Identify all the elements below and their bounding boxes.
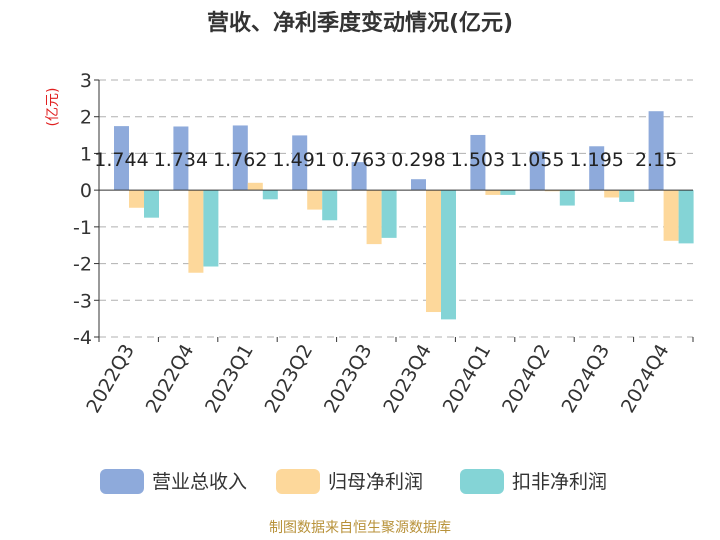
bar-net-profit-2023Q4 [426,190,441,313]
data-label-revenue: 1.734 [154,149,208,171]
bar-deducted-net-profit-2024Q1 [500,190,516,195]
bar-deducted-net-profit-2024Q2 [559,190,575,206]
legend-swatch [100,469,144,494]
chart-title: 营收、净利季度变动情况(亿元) [207,10,513,36]
bar-revenue-2024Q2 [529,151,545,191]
data-label-revenue: 1.195 [569,149,623,171]
bar-revenue-2022Q3 [114,126,129,191]
source-note: 制图数据来自恒生聚源数据库 [269,520,451,536]
data-label-revenue: 0.298 [391,149,445,171]
bar-revenue-2023Q4 [411,179,426,191]
y-tick-label: -1 [73,217,92,239]
bar-net-profit-2024Q3 [604,190,620,198]
y-tick-label: 2 [80,107,92,129]
legend-label: 扣非净利润 [512,471,607,493]
bar-deducted-net-profit-2023Q3 [381,190,397,238]
bar-net-profit-2024Q4 [663,190,679,241]
y-tick-label: 1 [80,143,92,165]
data-label-revenue: 1.491 [272,149,326,171]
x-tick-label: 2023Q4 [379,341,436,417]
y-axis-ticks: 3 2 1 0 -1 -2 -3 -4 [73,70,99,349]
bars [99,111,694,320]
legend-swatch [276,469,320,494]
x-tick-label: 2023Q3 [320,341,377,417]
data-label-revenue: 0.763 [332,149,386,171]
y-tick-label: -3 [73,290,92,312]
legend: 营业总收入 归母净利润 扣非净利润 [100,469,607,494]
data-label-revenue: 1.503 [451,149,505,171]
bar-revenue-2023Q1 [232,125,248,191]
x-tick-label: 2024Q3 [557,341,614,417]
bar-revenue-2024Q3 [589,146,605,191]
bar-revenue-2024Q1 [470,134,486,191]
bar-deducted-net-profit-2022Q3 [144,190,159,218]
legend-swatch [460,469,504,494]
bar-net-profit-2022Q4 [188,190,204,273]
bar-net-profit-2024Q2 [544,190,560,192]
y-tick-label: -4 [73,327,92,349]
y-tick-label: 3 [80,70,92,92]
bar-deducted-net-profit-2023Q2 [322,190,338,221]
bar-deducted-net-profit-2023Q4 [441,190,456,320]
bar-net-profit-2022Q3 [129,190,144,208]
bar-net-profit-2023Q2 [307,190,323,210]
bar-net-profit-2023Q3 [366,190,382,245]
x-tick-label: 2023Q2 [260,341,317,417]
legend-label: 营业总收入 [152,471,247,493]
x-tick-label: 2024Q4 [617,341,674,417]
y-tick-label: -2 [73,254,92,276]
x-tick-label: 2024Q1 [439,340,496,416]
data-labels: 1.744 1.734 1.762 1.491 0.763 0.298 1.503 1.055… [94,149,677,171]
data-label-revenue: 1.762 [213,149,267,171]
legend-label: 归母净利润 [328,471,423,493]
x-tick-label: 2022Q3 [82,341,139,417]
x-tick-label: 2024Q2 [498,341,555,417]
data-label-revenue: 2.15 [635,149,677,171]
bar-revenue-2022Q4 [173,126,189,191]
y-axis-unit-label: (亿元) [45,88,61,127]
bar-revenue-2023Q3 [351,162,367,191]
bar-revenue-2023Q2 [292,135,308,191]
bar-net-profit-2024Q1 [485,190,501,195]
data-label-revenue: 1.055 [510,149,564,171]
bar-deducted-net-profit-2022Q4 [203,190,219,267]
bar-revenue-2024Q4 [648,111,664,191]
x-axis-ticks: 2022Q3 2022Q4 2023Q1 2023Q2 2023Q3 2023Q4 2024… [82,337,694,417]
data-label-revenue: 1.744 [94,149,148,171]
bar-net-profit-2023Q1 [247,182,263,191]
x-tick-label: 2023Q1 [201,341,258,417]
bar-deducted-net-profit-2024Q3 [619,190,635,202]
x-tick-label: 2022Q4 [142,341,199,417]
bar-deducted-net-profit-2023Q1 [262,190,278,200]
y-tick-label: 0 [80,180,92,202]
bar-deducted-net-profit-2024Q4 [678,190,694,244]
